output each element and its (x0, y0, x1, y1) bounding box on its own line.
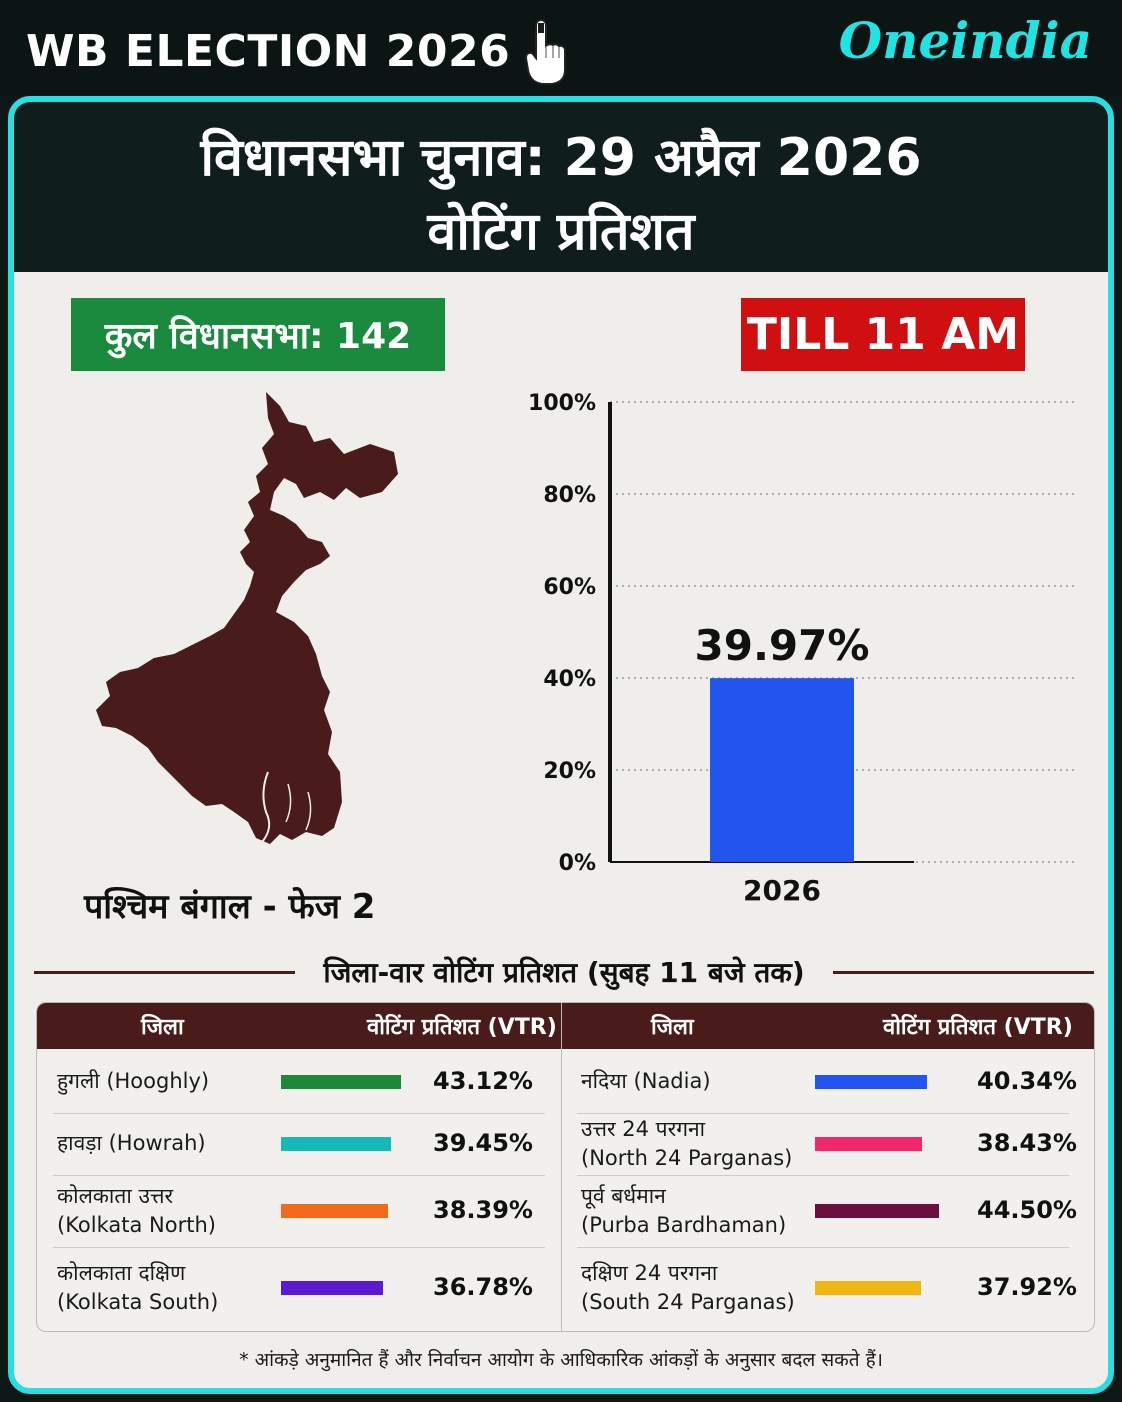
district-name: हावड़ा (Howrah) (57, 1113, 206, 1175)
district-name-line1: कोलकाता उत्तर (57, 1183, 174, 1208)
top-bar: WB ELECTION 2026 Oneindia (0, 0, 1122, 96)
row-separator (53, 1113, 545, 1114)
district-table: जिला वोटिंग प्रतिशत (VTR) जिला वोटिंग प्… (36, 1002, 1095, 1332)
election-title: WB ELECTION 2026 (26, 26, 511, 77)
col-header-vtr-right: वोटिंग प्रतिशत (VTR) (883, 1015, 1073, 1040)
table-row: नदिया (Nadia) 40.34% (561, 1051, 1085, 1113)
vtr-value: 39.45% (433, 1129, 533, 1157)
total-seats-badge: कुल विधानसभा: 142 (71, 298, 445, 371)
west-bengal-map (96, 392, 398, 844)
table-header: जिला वोटिंग प्रतिशत (VTR) जिला वोटिंग प्… (37, 1003, 1094, 1049)
table-row: हुगली (Hooghly) 43.12% (37, 1051, 561, 1113)
row-separator (577, 1113, 1069, 1114)
row-separator (577, 1175, 1069, 1176)
table-row: दक्षिण 24 परगना (South 24 Parganas) 37.92% (561, 1247, 1085, 1329)
district-name-line2: (Purba Bardhaman) (581, 1213, 787, 1237)
vtr-value: 38.39% (433, 1196, 533, 1224)
voting-finger-icon (525, 18, 567, 85)
top-title-group: WB ELECTION 2026 (26, 18, 570, 86)
vtr-bar (281, 1281, 383, 1295)
y-tick-label: 100% (528, 391, 596, 416)
header-line-1: विधानसभा चुनाव: 29 अप्रैल 2026 (200, 128, 922, 188)
y-tick-label: 20% (543, 759, 596, 784)
turnout-bar-chart: 0% 20% 40% 60% 80% 100% 39.97% 2026 (528, 391, 1074, 907)
district-name: पूर्व बर्धमान (Purba Bardhaman) (581, 1175, 786, 1247)
y-tick-label: 80% (543, 483, 596, 508)
main-card: विधानसभा चुनाव: 29 अप्रैल 2026 वोटिंग प्… (8, 96, 1114, 1394)
heading-rule-right (832, 970, 1094, 974)
district-name-line2: (Kolkata North) (57, 1213, 216, 1237)
row-separator (577, 1247, 1069, 1248)
district-name: उत्तर 24 परगना (North 24 Parganas) (581, 1113, 792, 1175)
row-separator (53, 1247, 545, 1248)
vtr-bar (281, 1204, 388, 1218)
y-tick-label: 60% (543, 575, 596, 600)
vtr-value: 38.43% (977, 1129, 1077, 1157)
district-section-title: जिला-वार वोटिंग प्रतिशत (सुबह 11 बजे तक) (323, 956, 805, 989)
district-name: दक्षिण 24 परगना (South 24 Parganas) (581, 1247, 795, 1329)
column-divider (561, 1003, 562, 1331)
footnote: * आंकड़े अनुमानित हैं और निर्वाचन आयोग क… (239, 1349, 883, 1371)
vtr-bar (281, 1075, 401, 1089)
district-name-line1: हुगली (Hooghly) (57, 1069, 210, 1094)
vtr-value: 40.34% (977, 1067, 1077, 1095)
district-name-line1: पूर्व बर्धमान (581, 1183, 666, 1208)
vtr-value: 37.92% (977, 1273, 1077, 1301)
table-row: कोलकाता दक्षिण (Kolkata South) 36.78% (37, 1247, 561, 1329)
vtr-bar (815, 1137, 922, 1151)
district-name: कोलकाता उत्तर (Kolkata North) (57, 1175, 216, 1247)
vtr-bar (815, 1075, 927, 1089)
vtr-value: 36.78% (433, 1273, 533, 1301)
vtr-bar (281, 1137, 391, 1151)
district-name: नदिया (Nadia) (581, 1051, 711, 1113)
district-name-line2: (South 24 Parganas) (581, 1290, 795, 1314)
table-row: पूर्व बर्धमान (Purba Bardhaman) 44.50% (561, 1175, 1085, 1247)
x-category-label: 2026 (743, 874, 821, 907)
district-name-line1: दक्षिण 24 परगना (581, 1260, 718, 1285)
vtr-value: 44.50% (977, 1196, 1077, 1224)
table-row: हावड़ा (Howrah) 39.45% (37, 1113, 561, 1175)
district-name-line2: (North 24 Parganas) (581, 1146, 793, 1170)
district-name-line1: नदिया (Nadia) (581, 1069, 711, 1094)
col-header-vtr-left: वोटिंग प्रतिशत (VTR) (367, 1015, 557, 1040)
heading-rule-left (34, 970, 296, 974)
bar-2026 (710, 678, 854, 862)
district-section-heading: जिला-वार वोटिंग प्रतिशत (सुबह 11 बजे तक) (34, 950, 1094, 994)
district-name-line1: हावड़ा (Howrah) (57, 1131, 206, 1156)
district-name-line2: (Kolkata South) (57, 1290, 219, 1314)
brand-logo: Oneindia (838, 11, 1092, 70)
table-row: कोलकाता उत्तर (Kolkata North) 38.39% (37, 1175, 561, 1247)
map-label: पश्चिम बंगाल - फेज 2 (84, 887, 376, 927)
time-badge: TILL 11 AM (741, 298, 1025, 371)
table-row: उत्तर 24 परगना (North 24 Parganas) 38.43% (561, 1113, 1085, 1175)
vtr-bar (815, 1281, 921, 1295)
row-separator (53, 1175, 545, 1176)
vtr-value: 43.12% (433, 1067, 533, 1095)
district-name: कोलकाता दक्षिण (Kolkata South) (57, 1247, 218, 1329)
y-tick-label: 0% (559, 851, 596, 876)
district-name-line1: कोलकाता दक्षिण (57, 1260, 186, 1285)
col-header-district-right: जिला (651, 1015, 694, 1040)
col-header-district-left: जिला (141, 1015, 184, 1040)
bar-value-label: 39.97% (695, 621, 870, 670)
y-tick-label: 40% (543, 667, 596, 692)
header-banner: विधानसभा चुनाव: 29 अप्रैल 2026 वोटिंग प्… (14, 102, 1108, 272)
header-line-2: वोटिंग प्रतिशत (427, 202, 695, 262)
vtr-bar (815, 1204, 939, 1218)
district-name-line1: उत्तर 24 परगना (581, 1116, 706, 1141)
district-name: हुगली (Hooghly) (57, 1051, 209, 1113)
